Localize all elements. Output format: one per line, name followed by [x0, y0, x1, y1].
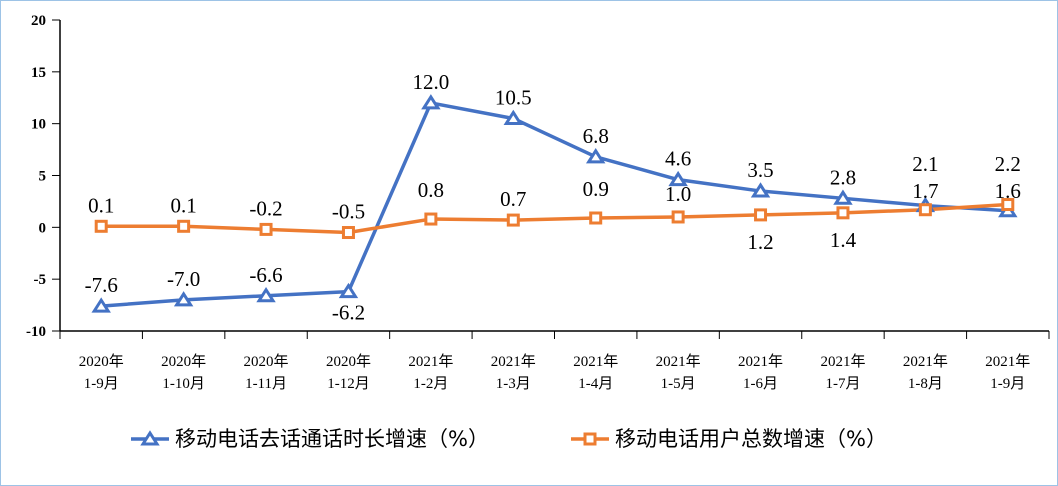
x-tick-label: 2021年: [491, 353, 536, 370]
data-label: 0.1: [171, 193, 197, 217]
data-point-marker: [91, 297, 111, 313]
data-label: 6.8: [583, 124, 609, 148]
y-tick-label: 5: [39, 169, 47, 185]
legend-label: 移动电话用户总数增速（%）: [615, 427, 887, 451]
legend-label: 移动电话去话通话时长增速（%）: [175, 427, 489, 451]
x-tick-label: 2021年: [656, 353, 701, 370]
x-tick-label: 2021年: [903, 353, 948, 370]
data-label: 2.8: [830, 165, 856, 189]
x-tick-label: 2020年: [161, 353, 206, 370]
x-tick-label: 2021年: [408, 353, 453, 370]
y-tick-label: -10: [26, 324, 46, 340]
x-tick-label: 1-7月: [825, 376, 860, 392]
data-point-marker: [94, 219, 108, 233]
data-point-marker: [754, 208, 768, 222]
data-point-marker: [750, 182, 771, 198]
y-tick-label: 0: [39, 220, 47, 236]
x-tick-label: 1-2月: [413, 376, 448, 392]
data-label: 1.0: [665, 182, 691, 206]
x-tick-label: 2020年: [244, 353, 289, 370]
data-label: 0.9: [583, 177, 609, 201]
x-tick-label: 2020年: [326, 353, 371, 370]
x-tick-label: 2020年: [79, 353, 124, 370]
data-point-marker: [1001, 198, 1015, 212]
data-point-marker: [836, 206, 850, 220]
data-point-marker: [259, 222, 273, 236]
data-point-marker: [668, 170, 688, 187]
x-tick-label: 1-10月: [162, 376, 205, 392]
y-tick-label: -5: [34, 272, 47, 288]
x-tick-label: 2021年: [738, 353, 783, 370]
data-label: 10.5: [495, 85, 532, 109]
data-label: 0.1: [88, 193, 114, 217]
data-label: -6.6: [249, 263, 282, 287]
x-tick-label: 2021年: [820, 353, 865, 370]
x-tick-label: 1-8月: [908, 376, 943, 392]
data-label: 0.8: [418, 178, 444, 202]
data-label: 1.2: [747, 230, 773, 254]
data-label: 1.4: [830, 228, 857, 252]
data-point-marker: [341, 226, 355, 240]
x-tick-label: 1-5月: [661, 376, 696, 392]
y-tick-label: 20: [31, 13, 46, 29]
x-tick-label: 1-6月: [743, 376, 778, 392]
data-label: 2.2: [995, 152, 1021, 176]
series-line-2: [101, 202, 1008, 235]
data-point-marker: [585, 148, 606, 164]
data-label: -0.5: [332, 200, 365, 224]
x-tick-label: 1-4月: [578, 376, 613, 392]
series-line-1: [101, 101, 1008, 308]
legend-marker: [583, 432, 597, 446]
data-point-marker: [503, 109, 524, 125]
legend-marker: [140, 430, 160, 446]
data-label: -6.2: [332, 301, 365, 325]
data-label: -7.6: [85, 273, 118, 297]
x-tick-label: 1-12月: [327, 376, 370, 392]
data-point-marker: [918, 203, 932, 217]
x-tick-label: 1-3月: [496, 376, 531, 392]
data-point-marker: [256, 286, 276, 303]
data-label: 3.5: [747, 158, 773, 182]
data-label: -0.2: [249, 196, 282, 220]
x-tick-label: 1-11月: [245, 376, 287, 392]
data-point-marker: [177, 219, 191, 233]
data-point-marker: [421, 94, 441, 110]
data-label: 1.7: [912, 179, 938, 203]
y-tick-label: 15: [31, 65, 46, 81]
data-label: 2.1: [912, 152, 938, 176]
x-tick-label: 1-9月: [990, 376, 1025, 392]
data-point-marker: [338, 282, 359, 299]
data-point-marker: [671, 210, 685, 224]
data-point-marker: [589, 211, 603, 225]
data-point-marker: [506, 213, 520, 227]
data-label: 4.6: [665, 147, 691, 171]
data-label: -7.0: [167, 267, 200, 291]
y-tick-label: 10: [31, 117, 46, 133]
data-point-marker: [424, 212, 438, 226]
x-tick-label: 1-9月: [84, 376, 119, 392]
x-tick-label: 2021年: [573, 353, 618, 370]
data-label: 0.7: [500, 187, 526, 211]
x-tick-label: 2021年: [985, 353, 1030, 370]
data-label: 12.0: [413, 70, 450, 94]
data-point-marker: [173, 291, 194, 307]
data-point-marker: [833, 189, 853, 205]
